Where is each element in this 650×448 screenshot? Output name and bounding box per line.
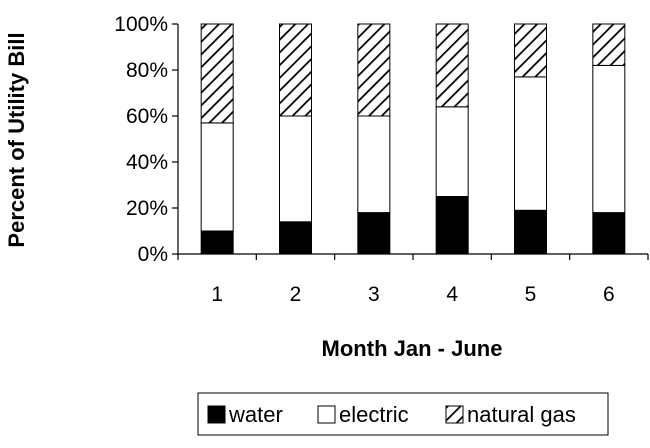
x-axis-title: Month Jan - June [322,336,503,361]
legend-frame [197,392,609,436]
bars [200,23,626,255]
bar-electric-month-1 [200,122,234,232]
bar-water-month-1 [200,230,234,255]
legend-items: water electric natural gas [207,402,576,427]
bar-natural-gas-month-6 [592,23,626,66]
legend-swatch-water [207,405,226,424]
x-tick-label: 2 [290,283,302,306]
y-tick-label: 20% [126,197,168,220]
y-tick-label: 100% [114,13,168,36]
legend-label-water: water [228,402,283,427]
x-tick-label: 3 [368,283,380,306]
bar-water-month-4 [435,196,469,255]
x-tick-label: 4 [446,283,458,306]
legend: water electric natural gas [197,392,609,436]
y-axis-title: Percent of Utility Bill [4,32,29,247]
legend-label-natural-gas: natural gas [467,402,576,427]
y-tick-labels: 0% 20% 40% 60% 80% 100% [114,13,178,266]
y-tick-label: 60% [126,105,168,128]
x-tick-label: 1 [211,283,223,306]
x-tick-label: 5 [525,283,537,306]
bar-water-month-3 [357,212,391,255]
bar-natural-gas-month-2 [279,23,312,117]
y-tick-label: 40% [126,151,168,174]
y-tick-label: 80% [126,59,168,82]
bar-electric-month-6 [592,64,626,214]
legend-label-electric: electric [339,402,409,427]
bar-water-month-5 [514,209,547,255]
x-tick-label: 6 [603,283,615,306]
legend-swatch-natural-gas [445,405,464,424]
bar-water-month-2 [279,221,312,255]
bar-natural-gas-month-3 [357,23,391,117]
bar-electric-month-4 [435,106,469,197]
legend-swatch-electric [317,405,336,424]
axes [177,24,648,255]
y-axis-title-group: Percent of Utility Bill [4,32,29,247]
bar-natural-gas-month-1 [200,23,234,124]
bar-natural-gas-month-5 [514,23,547,78]
y-tick-label: 0% [138,243,168,266]
bar-electric-month-5 [514,76,547,211]
bar-natural-gas-month-4 [435,23,469,108]
bar-electric-month-3 [357,115,391,214]
bar-water-month-6 [592,212,626,255]
bar-electric-month-2 [279,115,312,223]
x-tick-labels: 1 2 3 4 5 6 [177,254,649,306]
